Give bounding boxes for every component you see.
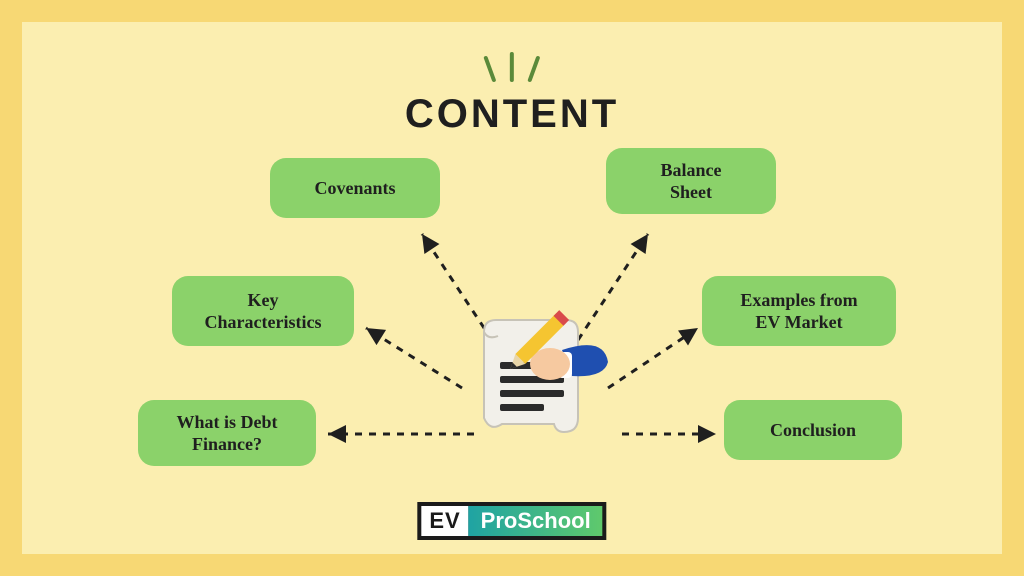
topic-box-balance-sheet: Balance Sheet [606, 148, 776, 214]
topic-box-what-is-debt: What is Debt Finance? [138, 400, 316, 466]
logo-ev-text: EV [421, 506, 468, 536]
logo-proschool-text: ProSchool [469, 506, 603, 536]
topic-box-key-chars: Key Characteristics [172, 276, 354, 346]
logo: EV ProSchool [417, 502, 606, 540]
topic-box-conclusion: Conclusion [724, 400, 902, 460]
outer-frame: CONTENT [0, 0, 1024, 576]
writing-icon [454, 292, 614, 457]
topic-box-ev-market: Examples from EV Market [702, 276, 896, 346]
topic-box-covenants: Covenants [270, 158, 440, 218]
inner-frame: CONTENT [22, 22, 1002, 554]
